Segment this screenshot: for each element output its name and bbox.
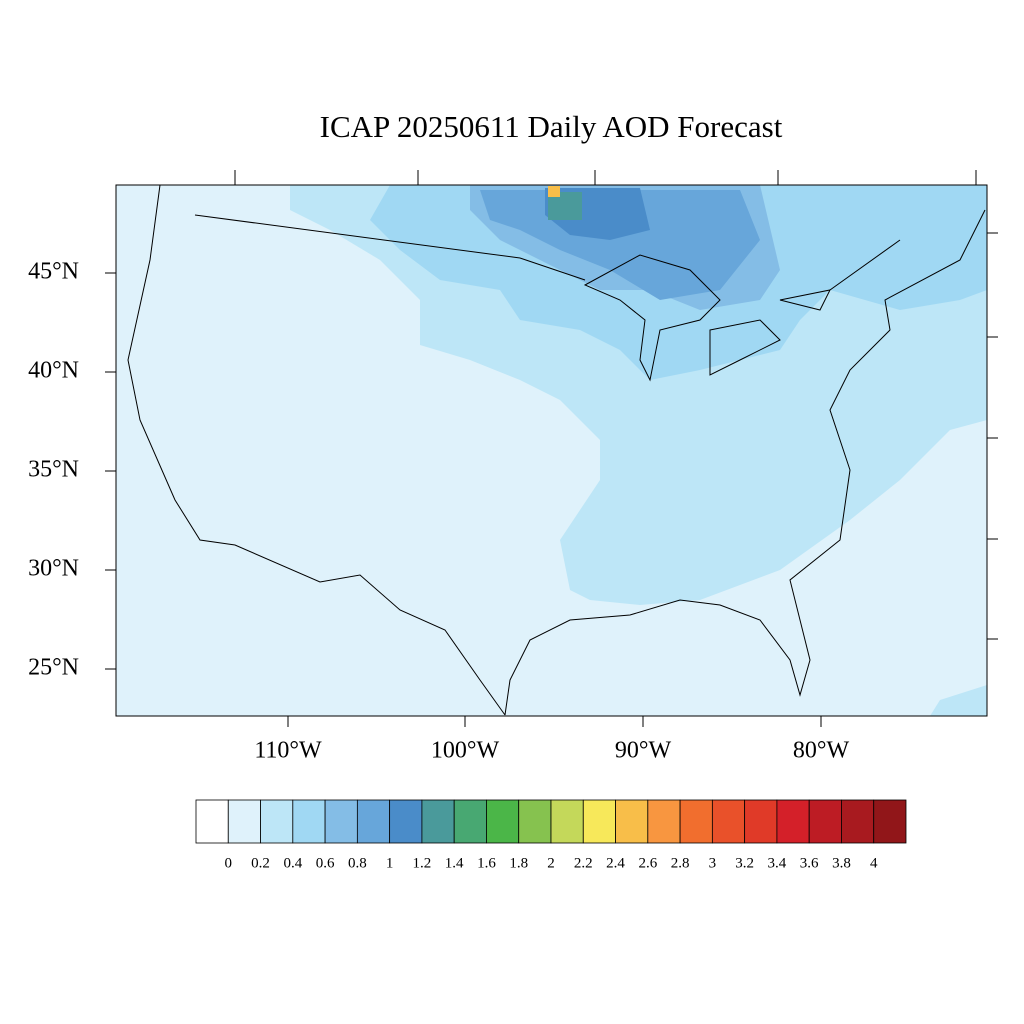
aod-field <box>116 185 987 716</box>
colorbar-label: 1.8 <box>509 855 528 871</box>
colorbar-label: 3 <box>709 855 717 871</box>
lon-label: 90°W <box>615 738 672 764</box>
colorbar-box <box>421 799 455 844</box>
colorbar-label: 2 <box>547 855 555 871</box>
map-frame <box>115 184 988 717</box>
colorbar-label: 1.2 <box>413 855 432 871</box>
colorbar-box <box>647 799 681 844</box>
coastlines <box>127 184 986 716</box>
lat-label: 40°N <box>28 358 79 384</box>
colorbar-label: 4 <box>870 855 878 871</box>
colorbar-box <box>550 799 584 844</box>
lat-label: 25°N <box>28 655 79 681</box>
map-title: ICAP 20250611 Daily AOD Forecast <box>320 109 783 144</box>
colorbar-box <box>518 799 552 844</box>
coastline <box>127 184 986 716</box>
colorbar-box <box>582 799 616 844</box>
colorbar-label: 0.8 <box>348 855 367 871</box>
colorbar-box <box>744 799 778 844</box>
lat-label: 30°N <box>28 556 79 582</box>
colorbar-box <box>711 799 746 844</box>
lon-label: 110°W <box>254 738 322 764</box>
lat-label: 35°N <box>28 457 79 483</box>
colorbar-label: 3.6 <box>800 855 819 871</box>
colorbar-box <box>841 799 875 844</box>
aod-region <box>548 186 560 197</box>
colorbar-label: 3.2 <box>735 855 754 871</box>
colorbar-label: 0.4 <box>283 855 302 871</box>
lon-label: 80°W <box>793 738 850 764</box>
colorbar-label: 2.6 <box>638 855 657 871</box>
colorbar-label: 1 <box>386 855 394 871</box>
colorbar-box <box>389 799 423 844</box>
colorbar-box <box>808 799 842 844</box>
colorbar-label: 2.8 <box>671 855 690 871</box>
lat-label: 45°N <box>28 259 79 285</box>
colorbar-label: 3.4 <box>768 855 787 871</box>
colorbar-box <box>486 799 520 844</box>
colorbar-box <box>356 799 391 844</box>
colorbar-label: 1.4 <box>445 855 464 871</box>
colorbar-box <box>260 799 294 844</box>
colorbar-label: 0 <box>225 855 233 871</box>
colorbar-box <box>615 799 649 844</box>
colorbar-box <box>453 799 487 844</box>
colorbar-box <box>292 799 326 844</box>
border-line <box>194 214 901 291</box>
colorbar-box <box>324 799 358 844</box>
great-lakes <box>583 254 831 382</box>
colorbar-box <box>776 799 810 844</box>
colorbar-label: 0.6 <box>316 855 335 871</box>
colorbar-box <box>873 799 907 844</box>
colorbar-box <box>679 799 713 844</box>
colorbar-label: 2.2 <box>574 855 593 871</box>
colorbar-label: 0.2 <box>251 855 270 871</box>
colorbar-box <box>195 799 229 844</box>
colorbar-box <box>227 799 261 844</box>
aod-region <box>930 685 987 716</box>
colorbar-label: 1.6 <box>477 855 496 871</box>
colorbar-label: 3.8 <box>832 855 851 871</box>
lon-label: 100°W <box>431 738 500 764</box>
colorbar-label: 2.4 <box>606 855 625 871</box>
